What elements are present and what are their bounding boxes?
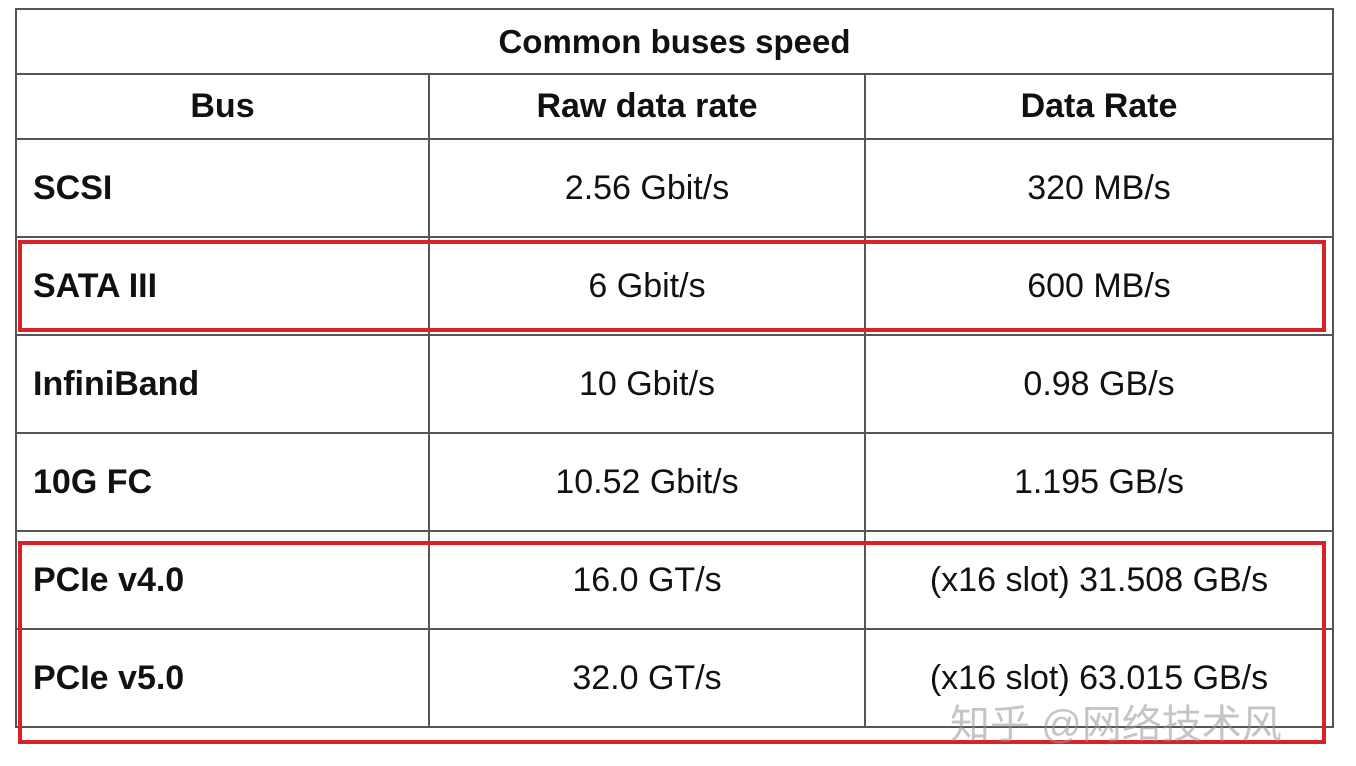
table-row: PCIe v4.0 16.0 GT/s (x16 slot) 31.508 GB/s bbox=[15, 530, 1335, 630]
bus-name: 10G FC bbox=[15, 432, 430, 532]
column-header: Data Rate bbox=[863, 73, 1335, 140]
header-row: Bus Raw data rate Data Rate bbox=[15, 73, 1335, 140]
title-row: Common buses speed bbox=[14, 8, 1335, 75]
column-header: Bus bbox=[15, 73, 430, 140]
table-row: InfiniBand 10 Gbit/s 0.98 GB/s bbox=[15, 334, 1335, 434]
rate-cell: (x16 slot) 63.015 GB/s bbox=[863, 628, 1335, 728]
bus-name: PCIe v4.0 bbox=[15, 530, 430, 630]
column-header: Raw data rate bbox=[428, 73, 866, 140]
rate-cell: 16.0 GT/s bbox=[428, 530, 866, 630]
bus-name: PCIe v5.0 bbox=[15, 628, 430, 728]
rate-cell: 10 Gbit/s bbox=[428, 334, 866, 434]
table-row: SCSI 2.56 Gbit/s 320 MB/s bbox=[15, 138, 1335, 238]
highlight-box bbox=[18, 240, 1326, 332]
speed-table: Common buses speed Bus Raw data rate Data … bbox=[14, 8, 1335, 728]
bus-name: SATA III bbox=[15, 236, 430, 336]
rate-cell: 1.195 GB/s bbox=[863, 432, 1335, 532]
rate-cell: 320 MB/s bbox=[863, 138, 1335, 238]
rate-cell: (x16 slot) 31.508 GB/s bbox=[863, 530, 1335, 630]
rate-cell: 0.98 GB/s bbox=[863, 334, 1335, 434]
highlight-box bbox=[18, 541, 1326, 744]
table-row: PCIe v5.0 32.0 GT/s (x16 slot) 63.015 GB/s bbox=[15, 628, 1335, 728]
watermark: 知乎 @网络技术风 bbox=[950, 703, 1282, 747]
table-title: Common buses speed bbox=[14, 8, 1335, 75]
rate-cell: 600 MB/s bbox=[863, 236, 1335, 336]
table-row: 10G FC 10.52 Gbit/s 1.195 GB/s bbox=[15, 432, 1335, 532]
table-row: SATA III 6 Gbit/s 600 MB/s bbox=[15, 236, 1335, 336]
table-body: Common buses speed Bus Raw data rate Data … bbox=[14, 8, 1335, 728]
rate-cell: 10.52 Gbit/s bbox=[428, 432, 866, 532]
bus-name: SCSI bbox=[15, 138, 430, 238]
bus-name: InfiniBand bbox=[15, 334, 430, 434]
rate-cell: 6 Gbit/s bbox=[428, 236, 866, 336]
rate-cell: 2.56 Gbit/s bbox=[428, 138, 866, 238]
rate-cell: 32.0 GT/s bbox=[428, 628, 866, 728]
